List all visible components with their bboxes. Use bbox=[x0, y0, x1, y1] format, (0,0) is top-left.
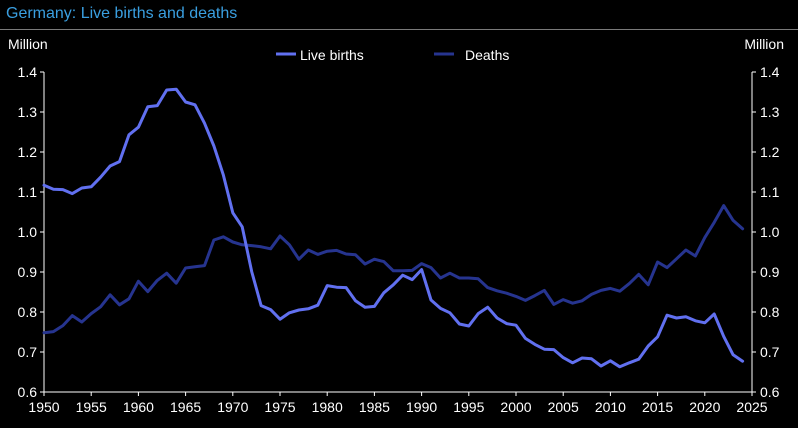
legend-label-deaths: Deaths bbox=[465, 47, 509, 63]
y-tick-label-right: 1.3 bbox=[760, 104, 780, 120]
y-tick-label-left: 0.7 bbox=[18, 344, 38, 360]
x-tick-label: 2005 bbox=[548, 399, 579, 415]
x-tick-label: 2000 bbox=[500, 399, 531, 415]
live-births-line bbox=[42, 87, 745, 369]
x-tick-label: 1950 bbox=[28, 399, 59, 415]
legend-label-live-births: Live births bbox=[300, 47, 364, 63]
x-tick-label: 1965 bbox=[170, 399, 201, 415]
x-tick-label: 1990 bbox=[406, 399, 437, 415]
x-tick-label: 1955 bbox=[76, 399, 107, 415]
chart-title: Germany: Live births and deaths bbox=[6, 5, 238, 22]
x-tick-label: 1980 bbox=[312, 399, 343, 415]
y-tick-label-right: 0.8 bbox=[760, 304, 780, 320]
y-tick-label-left: 0.6 bbox=[18, 384, 38, 400]
y-tick-label-right: 1.0 bbox=[760, 224, 780, 240]
x-tick-label: 2020 bbox=[689, 399, 720, 415]
x-tick-label: 2025 bbox=[736, 399, 767, 415]
y-tick-label-left: 1.0 bbox=[18, 224, 38, 240]
y-tick-label-right: 1.4 bbox=[760, 64, 780, 80]
y-tick-label-right: 1.2 bbox=[760, 144, 780, 160]
x-tick-label: 1970 bbox=[217, 399, 248, 415]
y-tick-label-left: 0.9 bbox=[18, 264, 38, 280]
y-tick-label-right: 0.7 bbox=[760, 344, 780, 360]
deaths-line bbox=[42, 204, 745, 335]
y-tick-label-left: 1.2 bbox=[18, 144, 38, 160]
y-tick-label-right: 1.1 bbox=[760, 184, 780, 200]
y-tick-label-right: 0.9 bbox=[760, 264, 780, 280]
y-tick-label-left: 0.8 bbox=[18, 304, 38, 320]
y-axis-label-right: Million bbox=[744, 36, 784, 52]
x-tick-label: 2010 bbox=[595, 399, 626, 415]
title-divider bbox=[0, 29, 798, 30]
y-tick-label-left: 1.1 bbox=[18, 184, 38, 200]
y-tick-label-left: 1.3 bbox=[18, 104, 38, 120]
x-tick-label: 1975 bbox=[264, 399, 295, 415]
x-tick-label: 1985 bbox=[359, 399, 390, 415]
y-tick-label-left: 1.4 bbox=[18, 64, 38, 80]
x-tick-label: 2015 bbox=[642, 399, 673, 415]
y-tick-label-right: 0.6 bbox=[760, 384, 780, 400]
y-axis-label-left: Million bbox=[8, 36, 48, 52]
x-tick-label: 1960 bbox=[123, 399, 154, 415]
x-tick-label: 1995 bbox=[453, 399, 484, 415]
